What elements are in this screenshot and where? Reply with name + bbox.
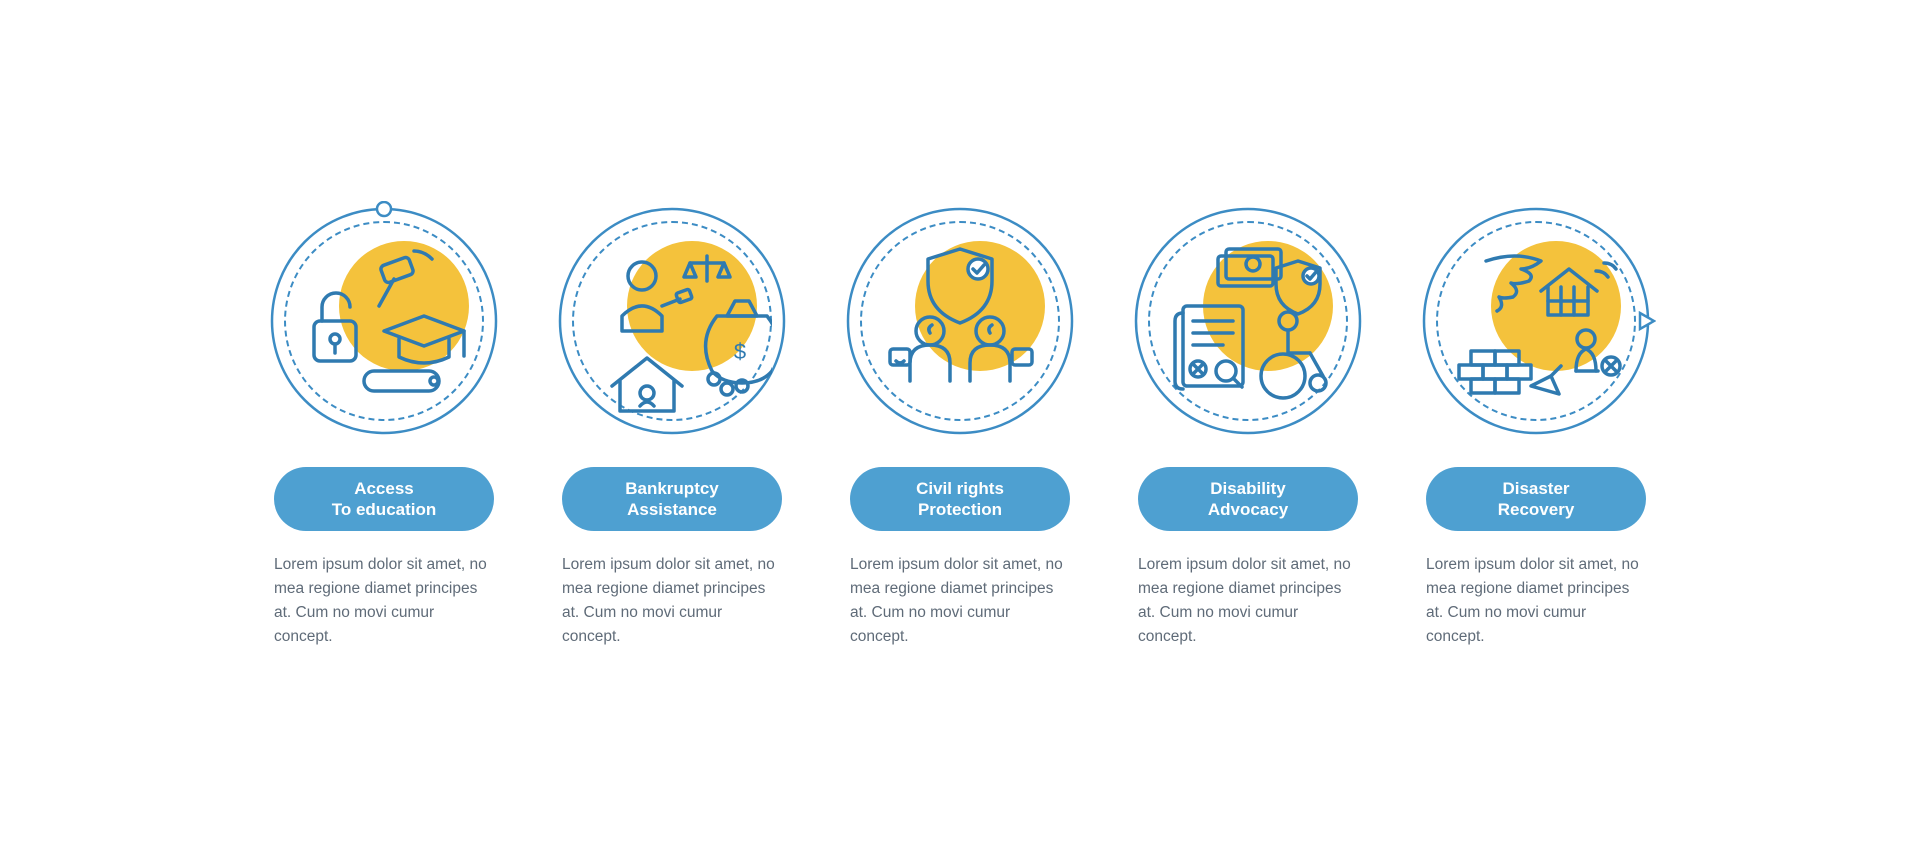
- disability-advocacy-icon: [1148, 221, 1348, 421]
- step-civil-rights: Civil rights Protection Lorem ipsum dolo…: [840, 201, 1080, 649]
- step-body: Lorem ipsum dolor sit amet, no mea regio…: [1426, 553, 1646, 649]
- step-circle: [840, 201, 1080, 441]
- step-circle: [1128, 201, 1368, 441]
- step-disaster: Disaster Recovery Lorem ipsum dolor sit …: [1416, 201, 1656, 649]
- step-body: Lorem ipsum dolor sit amet, no mea regio…: [850, 553, 1070, 649]
- step-title-pill: Disability Advocacy: [1138, 467, 1358, 531]
- step-body: Lorem ipsum dolor sit amet, no mea regio…: [562, 553, 782, 649]
- education-access-icon: [284, 221, 484, 421]
- civil-rights-protection-icon: [860, 221, 1060, 421]
- step-title: Civil rights Protection: [916, 478, 1004, 521]
- step-circle: $: [552, 201, 792, 441]
- step-disability: Disability Advocacy Lorem ipsum dolor si…: [1128, 201, 1368, 649]
- infographic-row: Access To education Lorem ipsum dolor si…: [264, 201, 1656, 649]
- step-circle: [1416, 201, 1656, 441]
- step-title: Bankruptcy Assistance: [625, 478, 719, 521]
- start-marker-icon: [377, 202, 391, 216]
- step-education: Access To education Lorem ipsum dolor si…: [264, 201, 504, 649]
- step-title-pill: Civil rights Protection: [850, 467, 1070, 531]
- svg-text:$: $: [734, 339, 746, 364]
- disaster-recovery-icon: [1436, 221, 1636, 421]
- step-circle: [264, 201, 504, 441]
- step-bankruptcy: $ Bankruptcy Assistance Lorem ipsum dolo…: [552, 201, 792, 649]
- step-body: Lorem ipsum dolor sit amet, no mea regio…: [274, 553, 494, 649]
- step-body: Lorem ipsum dolor sit amet, no mea regio…: [1138, 553, 1358, 649]
- step-title-pill: Bankruptcy Assistance: [562, 467, 782, 531]
- step-title-pill: Disaster Recovery: [1426, 467, 1646, 531]
- step-title-pill: Access To education: [274, 467, 494, 531]
- bankruptcy-assistance-icon: $: [572, 221, 772, 421]
- step-title: Access To education: [332, 478, 437, 521]
- step-title: Disability Advocacy: [1208, 478, 1288, 521]
- step-title: Disaster Recovery: [1498, 478, 1575, 521]
